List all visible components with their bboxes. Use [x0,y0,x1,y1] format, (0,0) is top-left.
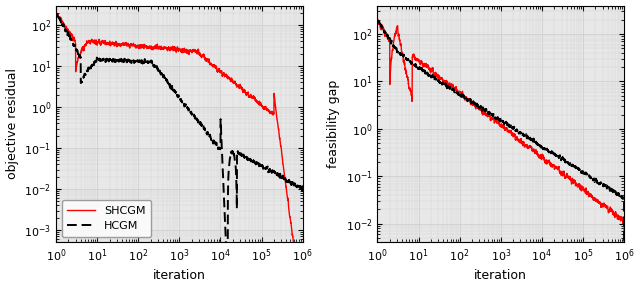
HCGM [52,12,60,15]
HCGM [80,74,88,77]
HCGM [417,67,424,70]
HCGM [620,242,628,245]
SHCGM [299,253,307,256]
HCGM [294,184,302,188]
HCGM [299,179,307,183]
SHCGM [52,12,60,15]
Line: HCGM: HCGM [378,20,624,244]
X-axis label: iteration: iteration [474,270,527,283]
HCGM [479,106,486,109]
SHCGM [147,46,154,49]
SHCGM [479,112,486,116]
SHCGM [294,249,302,253]
HCGM [157,71,165,75]
SHCGM [616,216,623,219]
SHCGM [374,17,381,20]
HCGM [402,56,410,60]
SHCGM [402,68,410,71]
Y-axis label: objective residual: objective residual [6,69,19,179]
Y-axis label: feasibility gap: feasibility gap [327,80,340,168]
Legend: SHCGM, HCGM: SHCGM, HCGM [61,200,151,237]
SHCGM [374,18,381,21]
SHCGM [620,247,628,250]
HCGM [468,101,476,104]
Line: SHCGM: SHCGM [56,13,303,255]
HCGM [95,59,102,62]
X-axis label: iteration: iteration [153,270,206,283]
Line: SHCGM: SHCGM [378,19,624,249]
HCGM [589,178,596,181]
Line: HCGM: HCGM [56,14,303,284]
SHCGM [468,101,476,104]
SHCGM [52,11,60,14]
HCGM [374,18,381,21]
SHCGM [268,111,275,115]
SHCGM [589,197,596,201]
SHCGM [299,253,307,257]
SHCGM [81,45,88,49]
SHCGM [157,46,165,49]
HCGM [616,194,623,197]
HCGM [224,282,232,286]
HCGM [147,60,154,64]
SHCGM [95,39,102,42]
HCGM [268,170,275,173]
SHCGM [417,63,424,66]
